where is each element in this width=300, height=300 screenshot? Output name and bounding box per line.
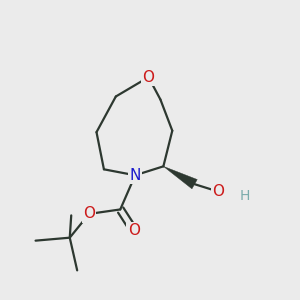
Text: H: H <box>239 189 250 203</box>
Text: O: O <box>128 223 140 238</box>
Text: N: N <box>130 168 141 183</box>
Text: O: O <box>142 70 154 85</box>
Polygon shape <box>164 166 197 189</box>
Text: O: O <box>212 184 224 199</box>
Text: O: O <box>83 206 95 221</box>
